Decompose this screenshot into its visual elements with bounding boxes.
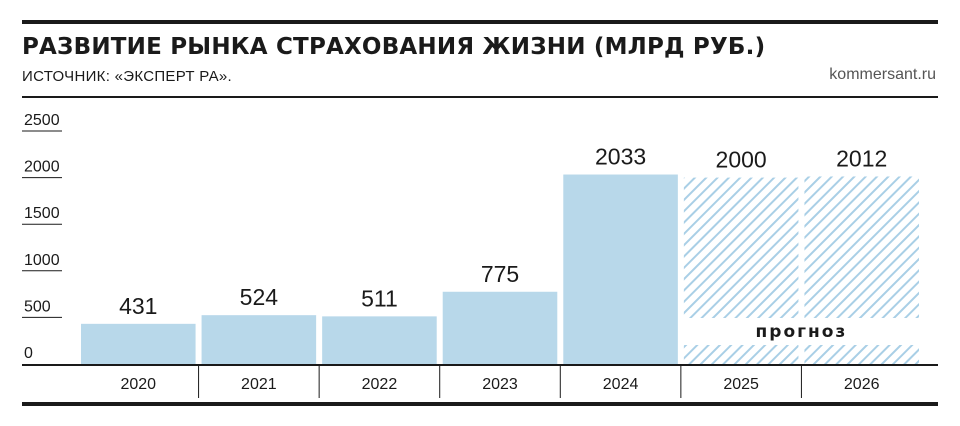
top-rule xyxy=(22,20,938,24)
forecast-bar xyxy=(683,177,799,318)
bar xyxy=(442,291,558,364)
forecast-label: прогноз xyxy=(756,322,848,342)
bar xyxy=(563,174,678,364)
data-label: 2033 xyxy=(595,144,646,170)
x-tick-label: 2025 xyxy=(723,376,759,393)
chart-source: ИСТОЧНИК: «ЭКСПЕРТ РА». xyxy=(22,68,233,85)
x-tick-label: 2026 xyxy=(844,376,880,393)
forecast-bar-base xyxy=(804,345,919,364)
forecast-bar xyxy=(804,176,919,318)
header-rule xyxy=(22,96,938,98)
data-label: 2012 xyxy=(836,145,887,171)
x-tick-label: 2021 xyxy=(241,376,277,393)
forecast-bar-base xyxy=(683,345,799,364)
y-tick-label: 500 xyxy=(24,298,51,315)
data-label: 511 xyxy=(361,285,398,311)
x-tick-label: 2022 xyxy=(362,376,398,393)
bottom-rule xyxy=(22,402,938,406)
data-label: 775 xyxy=(481,261,519,287)
y-tick-label: 2000 xyxy=(24,159,60,176)
y-tick-label: 2500 xyxy=(24,112,60,129)
x-tick-label: 2024 xyxy=(603,376,639,393)
brand-label: kommersant.ru xyxy=(829,66,936,83)
data-label: 2000 xyxy=(716,147,767,173)
data-label: 431 xyxy=(119,293,157,319)
y-tick-label: 0 xyxy=(24,345,33,362)
bar xyxy=(201,315,317,364)
y-tick-label: 1000 xyxy=(24,252,60,269)
x-tick-label: 2020 xyxy=(120,376,156,393)
bar xyxy=(81,323,196,364)
bar xyxy=(322,316,437,364)
data-label: 524 xyxy=(240,284,279,310)
x-tick-label: 2023 xyxy=(482,376,518,393)
chart-title: РАЗВИТИЕ РЫНКА СТРАХОВАНИЯ ЖИЗНИ (МЛРД Р… xyxy=(22,34,766,60)
y-tick-label: 1500 xyxy=(24,205,60,222)
